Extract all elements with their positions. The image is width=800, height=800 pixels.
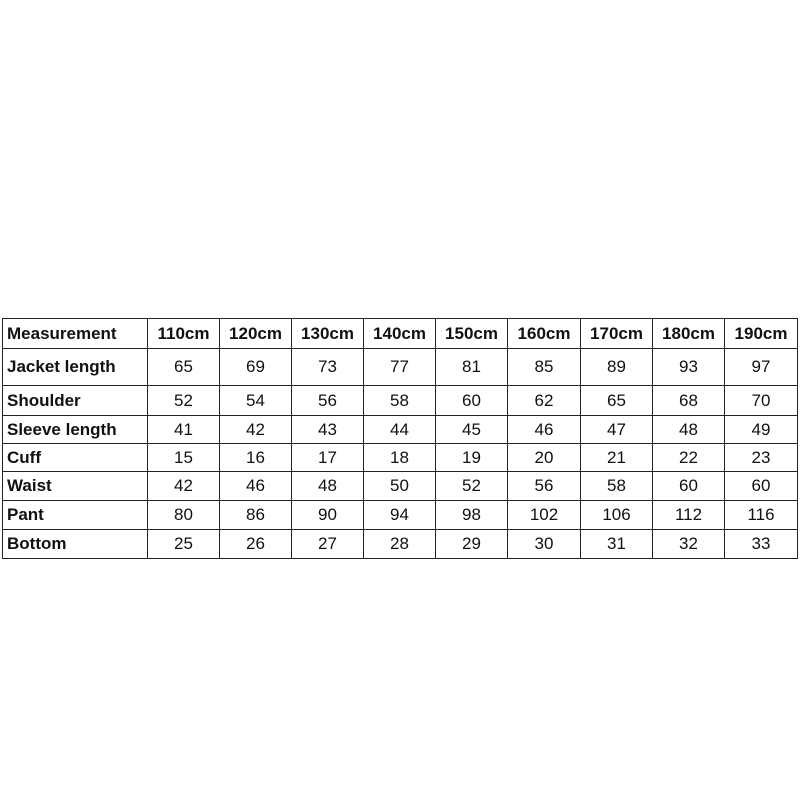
value-cell: 49 xyxy=(724,415,798,444)
value-cell: 47 xyxy=(580,415,653,444)
data-row: Sleeve length 41 42 43 44 45 46 47 48 49 xyxy=(2,415,798,444)
value-cell: 89 xyxy=(580,348,653,386)
value-cell: 48 xyxy=(652,415,725,444)
data-row: Bottom 25 26 27 28 29 30 31 32 33 xyxy=(2,529,798,559)
value-cell: 65 xyxy=(580,385,653,416)
value-cell: 43 xyxy=(291,415,364,444)
value-cell: 46 xyxy=(507,415,581,444)
value-cell: 45 xyxy=(435,415,508,444)
row-label: Sleeve length xyxy=(2,415,148,444)
row-label: Waist xyxy=(2,471,148,501)
header-cell: 140cm xyxy=(363,318,436,349)
value-cell: 17 xyxy=(291,443,364,472)
row-label: Cuff xyxy=(2,443,148,472)
value-cell: 42 xyxy=(219,415,292,444)
value-cell: 48 xyxy=(291,471,364,501)
row-label: Bottom xyxy=(2,529,148,559)
header-row: Measurement 110cm 120cm 130cm 140cm 150cm 160c… xyxy=(2,318,798,349)
value-cell: 33 xyxy=(724,529,798,559)
value-cell: 98 xyxy=(435,500,508,530)
value-cell: 44 xyxy=(363,415,436,444)
value-cell: 93 xyxy=(652,348,725,386)
data-row: Shoulder 52 54 56 58 60 62 65 68 70 xyxy=(2,385,798,416)
header-cell: 110cm xyxy=(147,318,220,349)
value-cell: 15 xyxy=(147,443,220,472)
value-cell: 22 xyxy=(652,443,725,472)
value-cell: 60 xyxy=(652,471,725,501)
header-cell: 170cm xyxy=(580,318,653,349)
value-cell: 106 xyxy=(580,500,653,530)
value-cell: 60 xyxy=(724,471,798,501)
value-cell: 25 xyxy=(147,529,220,559)
value-cell: 80 xyxy=(147,500,220,530)
header-cell: 180cm xyxy=(652,318,725,349)
value-cell: 18 xyxy=(363,443,436,472)
header-cell: 150cm xyxy=(435,318,508,349)
value-cell: 60 xyxy=(435,385,508,416)
value-cell: 116 xyxy=(724,500,798,530)
header-cell: 160cm xyxy=(507,318,581,349)
value-cell: 81 xyxy=(435,348,508,386)
data-row: Pant 80 86 90 94 98 102 106 112 116 xyxy=(2,500,798,530)
data-row: Cuff 15 16 17 18 19 20 21 22 23 xyxy=(2,443,798,472)
size-table: Measurement 110cm 120cm 130cm 140cm 150cm 160c… xyxy=(2,318,798,559)
header-cell: 130cm xyxy=(291,318,364,349)
value-cell: 27 xyxy=(291,529,364,559)
data-row: Waist 42 46 48 50 52 56 58 60 60 xyxy=(2,471,798,501)
value-cell: 70 xyxy=(724,385,798,416)
header-cell: 120cm xyxy=(219,318,292,349)
header-cell: Measurement xyxy=(2,318,148,349)
header-cell: 190cm xyxy=(724,318,798,349)
row-label: Pant xyxy=(2,500,148,530)
value-cell: 19 xyxy=(435,443,508,472)
value-cell: 94 xyxy=(363,500,436,530)
value-cell: 31 xyxy=(580,529,653,559)
value-cell: 62 xyxy=(507,385,581,416)
value-cell: 29 xyxy=(435,529,508,559)
value-cell: 112 xyxy=(652,500,725,530)
value-cell: 56 xyxy=(507,471,581,501)
value-cell: 52 xyxy=(147,385,220,416)
value-cell: 86 xyxy=(219,500,292,530)
value-cell: 20 xyxy=(507,443,581,472)
value-cell: 50 xyxy=(363,471,436,501)
value-cell: 90 xyxy=(291,500,364,530)
value-cell: 58 xyxy=(363,385,436,416)
value-cell: 102 xyxy=(507,500,581,530)
value-cell: 58 xyxy=(580,471,653,501)
value-cell: 77 xyxy=(363,348,436,386)
value-cell: 54 xyxy=(219,385,292,416)
value-cell: 30 xyxy=(507,529,581,559)
value-cell: 85 xyxy=(507,348,581,386)
value-cell: 16 xyxy=(219,443,292,472)
row-label: Shoulder xyxy=(2,385,148,416)
value-cell: 56 xyxy=(291,385,364,416)
value-cell: 41 xyxy=(147,415,220,444)
value-cell: 46 xyxy=(219,471,292,501)
value-cell: 21 xyxy=(580,443,653,472)
data-row: Jacket length 65 69 73 77 81 85 89 93 97 xyxy=(2,348,798,386)
value-cell: 42 xyxy=(147,471,220,501)
value-cell: 97 xyxy=(724,348,798,386)
value-cell: 23 xyxy=(724,443,798,472)
value-cell: 32 xyxy=(652,529,725,559)
value-cell: 26 xyxy=(219,529,292,559)
value-cell: 69 xyxy=(219,348,292,386)
value-cell: 73 xyxy=(291,348,364,386)
value-cell: 52 xyxy=(435,471,508,501)
value-cell: 28 xyxy=(363,529,436,559)
row-label: Jacket length xyxy=(2,348,148,386)
value-cell: 68 xyxy=(652,385,725,416)
value-cell: 65 xyxy=(147,348,220,386)
